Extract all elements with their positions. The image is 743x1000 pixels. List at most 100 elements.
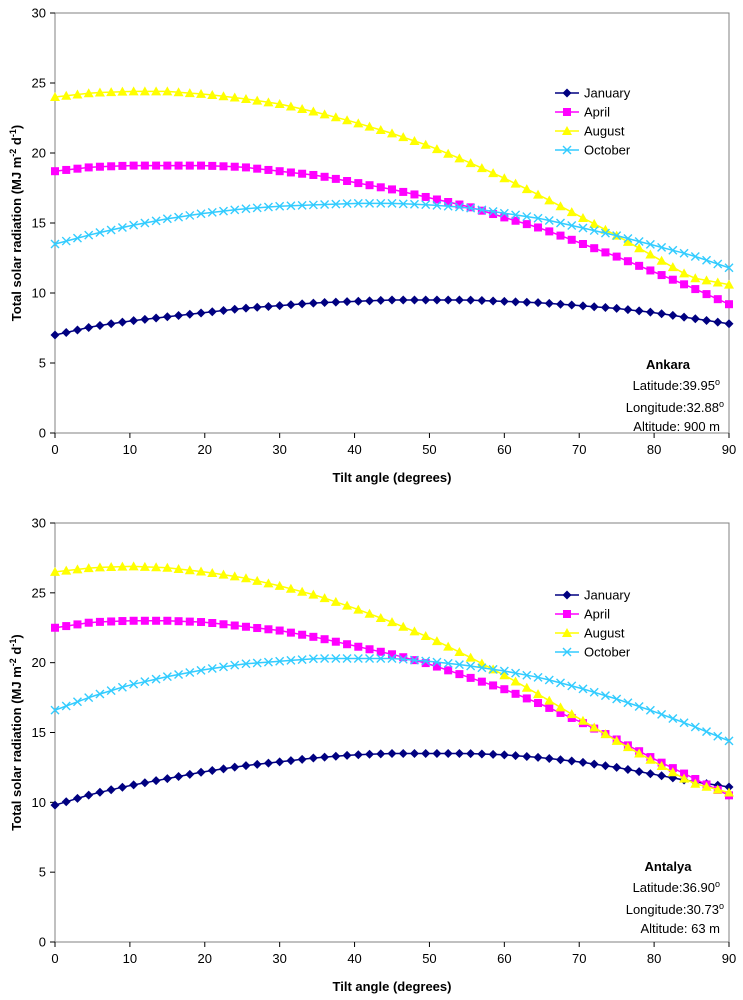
data-point — [50, 705, 60, 715]
data-point — [645, 754, 656, 764]
data-point — [117, 782, 127, 792]
data-point — [285, 583, 296, 593]
legend-item-april: April — [555, 105, 610, 120]
x-tick-label: 50 — [422, 951, 436, 966]
data-point — [61, 701, 71, 711]
data-point — [679, 248, 689, 258]
data-point — [443, 748, 453, 758]
data-point — [73, 164, 82, 173]
data-point — [275, 201, 285, 211]
data-point — [152, 616, 161, 625]
data-point — [544, 695, 555, 705]
data-point — [151, 313, 161, 323]
data-point — [657, 709, 667, 719]
data-point — [376, 198, 386, 208]
data-point — [117, 86, 128, 96]
data-point — [488, 664, 498, 674]
data-point — [556, 755, 565, 765]
data-point — [691, 285, 700, 294]
data-point — [50, 92, 60, 101]
data-point — [702, 727, 712, 737]
data-point — [61, 90, 72, 100]
data-point — [83, 88, 94, 98]
data-point — [61, 797, 71, 807]
data-point — [95, 162, 104, 171]
data-point — [95, 228, 105, 238]
data-point — [432, 662, 441, 671]
data-point — [218, 569, 229, 579]
data-point — [240, 93, 251, 103]
data-point — [499, 208, 509, 218]
data-point — [174, 311, 184, 321]
data-point — [106, 785, 116, 795]
data-point — [421, 659, 430, 668]
data-point — [331, 174, 340, 183]
data-point — [702, 315, 712, 325]
data-point — [263, 97, 274, 107]
data-point — [634, 306, 644, 316]
data-point — [297, 299, 307, 309]
data-point — [511, 668, 521, 678]
data-point — [566, 207, 577, 217]
data-point — [73, 620, 82, 629]
data-point — [443, 641, 454, 651]
data-point — [499, 666, 509, 676]
legend-label: April — [584, 607, 610, 622]
data-point — [521, 682, 532, 692]
chart-panel-ankara: 0 5 10 15 20 25 30 0 10 20 30 40 50 60 70 80 90 Tilt angl… — [8, 6, 736, 486]
data-point — [578, 684, 588, 694]
data-point — [521, 184, 532, 194]
data-point — [72, 697, 82, 707]
data-point — [679, 268, 690, 278]
data-point — [320, 172, 329, 181]
legend-marker — [562, 145, 572, 155]
data-point — [556, 678, 565, 688]
data-point — [117, 561, 128, 571]
legend-label: October — [584, 143, 631, 158]
y-tick-label: 10 — [32, 795, 46, 810]
x-tick-label: 60 — [497, 442, 511, 457]
data-point — [219, 162, 228, 171]
data-point — [365, 653, 375, 663]
data-point — [477, 205, 487, 215]
x-tick-label: 20 — [198, 951, 212, 966]
data-point — [230, 762, 240, 772]
data-point — [197, 618, 206, 627]
data-point — [612, 762, 622, 772]
data-point — [83, 563, 94, 573]
y-tick-label: 0 — [39, 935, 46, 950]
x-tick-label: 30 — [272, 442, 286, 457]
data-point — [432, 657, 442, 667]
legend-label: April — [584, 105, 610, 120]
legend-label: January — [584, 86, 631, 101]
data-point — [499, 750, 509, 760]
y-tick-label: 5 — [39, 865, 46, 880]
data-point — [162, 86, 173, 96]
data-point — [230, 621, 239, 630]
data-point — [612, 694, 622, 704]
data-point — [84, 790, 94, 800]
data-point — [230, 162, 239, 171]
data-point — [275, 626, 284, 635]
data-point — [690, 273, 701, 283]
data-point — [600, 761, 610, 771]
data-point — [298, 169, 307, 178]
data-point — [208, 619, 217, 628]
series-line-october — [54, 657, 730, 742]
data-point — [488, 749, 498, 759]
data-point — [533, 189, 544, 199]
data-point — [264, 625, 273, 634]
data-point — [387, 128, 397, 138]
y-tick-label: 0 — [39, 426, 46, 441]
data-point — [567, 235, 576, 244]
data-point — [174, 617, 183, 626]
plot-area — [54, 522, 730, 943]
legend-label: January — [584, 588, 631, 603]
data-point — [522, 752, 532, 762]
x-tick-label: 70 — [572, 442, 586, 457]
data-point — [342, 600, 353, 610]
data-point — [545, 227, 554, 236]
series-august — [50, 561, 734, 797]
data-point — [577, 212, 588, 222]
data-point — [163, 161, 172, 170]
